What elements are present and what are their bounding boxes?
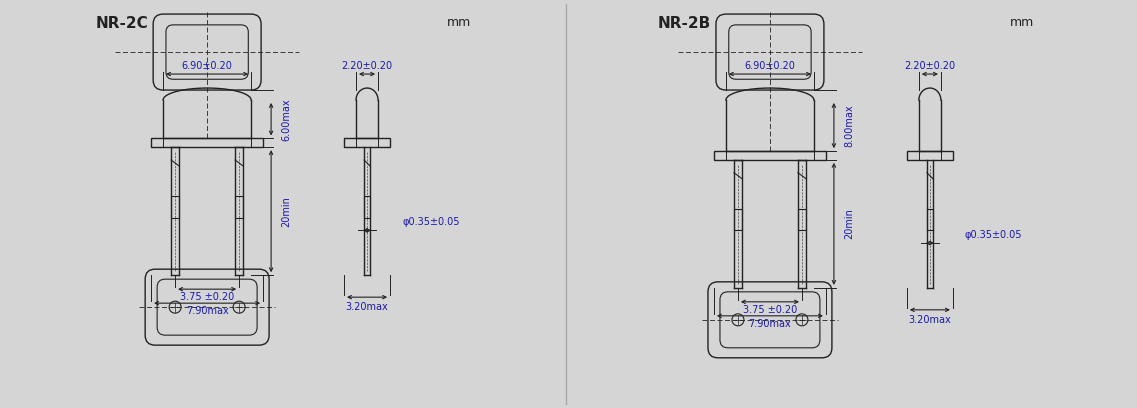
Bar xyxy=(235,196,243,217)
Text: φ0.35±0.05: φ0.35±0.05 xyxy=(965,230,1022,240)
Bar xyxy=(714,151,825,160)
Bar xyxy=(798,208,806,230)
Text: 3.20max: 3.20max xyxy=(908,315,952,325)
Bar xyxy=(151,138,263,147)
Text: 20min: 20min xyxy=(844,208,854,239)
Text: NR-2C: NR-2C xyxy=(96,16,148,31)
Text: 6.90±0.20: 6.90±0.20 xyxy=(745,61,796,71)
Bar xyxy=(735,208,742,230)
Text: NR-2B: NR-2B xyxy=(658,16,712,31)
Bar xyxy=(364,196,370,217)
Text: φ0.35±0.05: φ0.35±0.05 xyxy=(402,217,459,227)
Text: 6.90±0.20: 6.90±0.20 xyxy=(182,61,233,71)
Text: 3.20max: 3.20max xyxy=(346,302,389,312)
Text: mm: mm xyxy=(447,16,471,29)
Text: 2.20±0.20: 2.20±0.20 xyxy=(341,61,392,71)
Text: mm: mm xyxy=(1010,16,1034,29)
Text: 3.75 ±0.20: 3.75 ±0.20 xyxy=(180,292,234,302)
Text: 20min: 20min xyxy=(281,196,291,226)
Text: 6.00max: 6.00max xyxy=(281,98,291,140)
Bar xyxy=(927,208,932,230)
Text: 7.90max: 7.90max xyxy=(185,306,229,316)
Bar xyxy=(345,138,390,147)
Text: 7.90max: 7.90max xyxy=(748,319,791,329)
Bar xyxy=(907,151,953,160)
Text: 2.20±0.20: 2.20±0.20 xyxy=(904,61,955,71)
Bar xyxy=(172,196,180,217)
Text: 3.75 ±0.20: 3.75 ±0.20 xyxy=(742,305,797,315)
Text: 8.00max: 8.00max xyxy=(844,104,854,147)
